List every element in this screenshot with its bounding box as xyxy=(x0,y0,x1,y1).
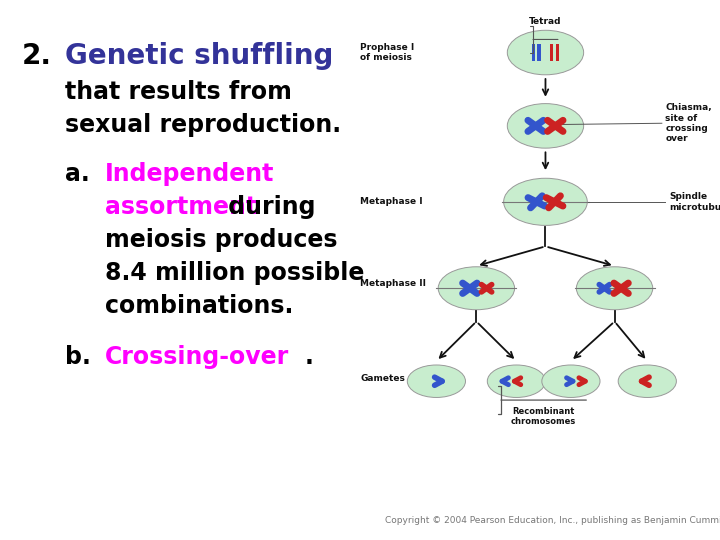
Text: Chiasma,
site of
crossing
over: Chiasma, site of crossing over xyxy=(665,103,712,143)
Text: sexual reproduction.: sexual reproduction. xyxy=(65,113,341,137)
Text: Copyright © 2004 Pearson Education, Inc., publishing as Benjamin Cummings.: Copyright © 2004 Pearson Education, Inc.… xyxy=(385,516,720,525)
Ellipse shape xyxy=(618,365,676,397)
Text: that results from: that results from xyxy=(65,80,292,104)
Text: Genetic shuffling: Genetic shuffling xyxy=(65,42,333,70)
Text: 8.4 million possible: 8.4 million possible xyxy=(105,261,364,285)
Bar xyxy=(532,44,535,61)
Text: Gametes: Gametes xyxy=(360,374,405,383)
Text: a.: a. xyxy=(65,162,90,186)
Text: b.: b. xyxy=(65,345,91,369)
Bar xyxy=(537,44,541,61)
Text: meiosis produces: meiosis produces xyxy=(105,228,338,252)
Ellipse shape xyxy=(508,30,584,75)
Ellipse shape xyxy=(408,365,466,397)
Text: Tetrad: Tetrad xyxy=(529,17,562,26)
Text: Spindle
microtubules: Spindle microtubules xyxy=(669,192,720,212)
Text: Crossing-over: Crossing-over xyxy=(105,345,289,369)
Text: 2.: 2. xyxy=(22,42,52,70)
Ellipse shape xyxy=(542,365,600,397)
Text: Recombinant
chromosomes: Recombinant chromosomes xyxy=(511,407,576,426)
Ellipse shape xyxy=(508,104,584,148)
Bar xyxy=(556,44,559,61)
Text: .: . xyxy=(305,345,314,369)
Text: Metaphase I: Metaphase I xyxy=(360,197,423,206)
Text: during: during xyxy=(220,195,315,219)
Ellipse shape xyxy=(504,178,588,225)
Ellipse shape xyxy=(577,267,653,310)
Text: assortment: assortment xyxy=(105,195,257,219)
Ellipse shape xyxy=(487,365,546,397)
Ellipse shape xyxy=(438,267,515,310)
Text: Independent: Independent xyxy=(105,162,274,186)
Text: Prophase I
of meiosis: Prophase I of meiosis xyxy=(360,43,414,62)
Bar xyxy=(550,44,554,61)
Text: Metaphase II: Metaphase II xyxy=(360,279,426,287)
Text: combinations.: combinations. xyxy=(105,294,293,318)
